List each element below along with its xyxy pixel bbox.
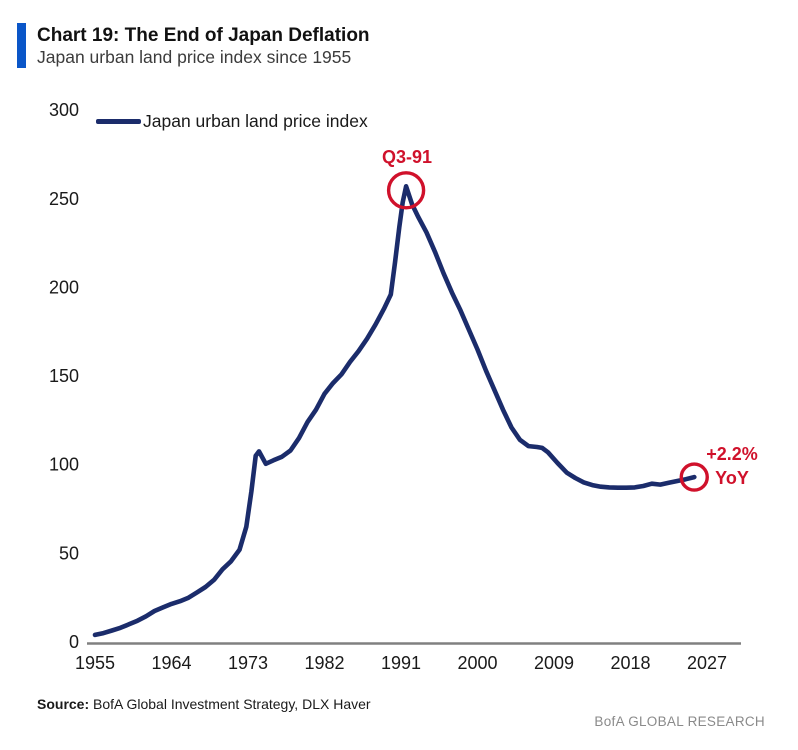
y-tick-label: 250 [49,189,79,209]
x-tick-label: 1955 [75,653,115,673]
x-tick-label: 2000 [457,653,497,673]
legend-label: Japan urban land price index [143,111,368,131]
y-tick-label: 0 [69,632,79,652]
end-annotation-label: +2.2% YoY [701,442,763,490]
branding-text: BofA GLOBAL RESEARCH [594,714,765,729]
x-tick-label: 1991 [381,653,421,673]
price-line [92,184,697,638]
peak-circle-annotation [386,171,426,210]
title-accent-bar [17,23,26,68]
x-tick-label: 1982 [304,653,344,673]
chart-subtitle: Japan urban land price index since 1955 [37,47,352,67]
end-annotation-line2: YoY [715,468,749,488]
peak-annotation-label: Q3-91 [381,147,433,167]
chart-title: Chart 19: The End of Japan Deflation [37,25,370,46]
x-tick-label: 1973 [228,653,268,673]
source-text: BofA Global Investment Strategy, DLX Hav… [89,696,371,712]
y-tick-label: 50 [59,543,79,563]
y-tick-label: 200 [49,277,79,297]
source-prefix: Source: [37,696,90,712]
x-tick-label: 1964 [151,653,191,673]
end-circle-annotation [679,462,709,492]
x-tick-label: 2009 [534,653,574,673]
x-tick-label: 2018 [610,653,650,673]
legend-line-swatch [96,119,141,124]
x-tick-label: 2027 [687,653,727,673]
legend: Japan urban land price index [96,111,368,132]
end-annotation-line1: +2.2% [706,444,758,464]
source-note: Source: BofA Global Investment Strategy,… [37,696,371,712]
y-tick-label: 100 [49,455,79,475]
y-tick-label: 150 [49,366,79,386]
y-tick-label: 300 [49,100,79,120]
